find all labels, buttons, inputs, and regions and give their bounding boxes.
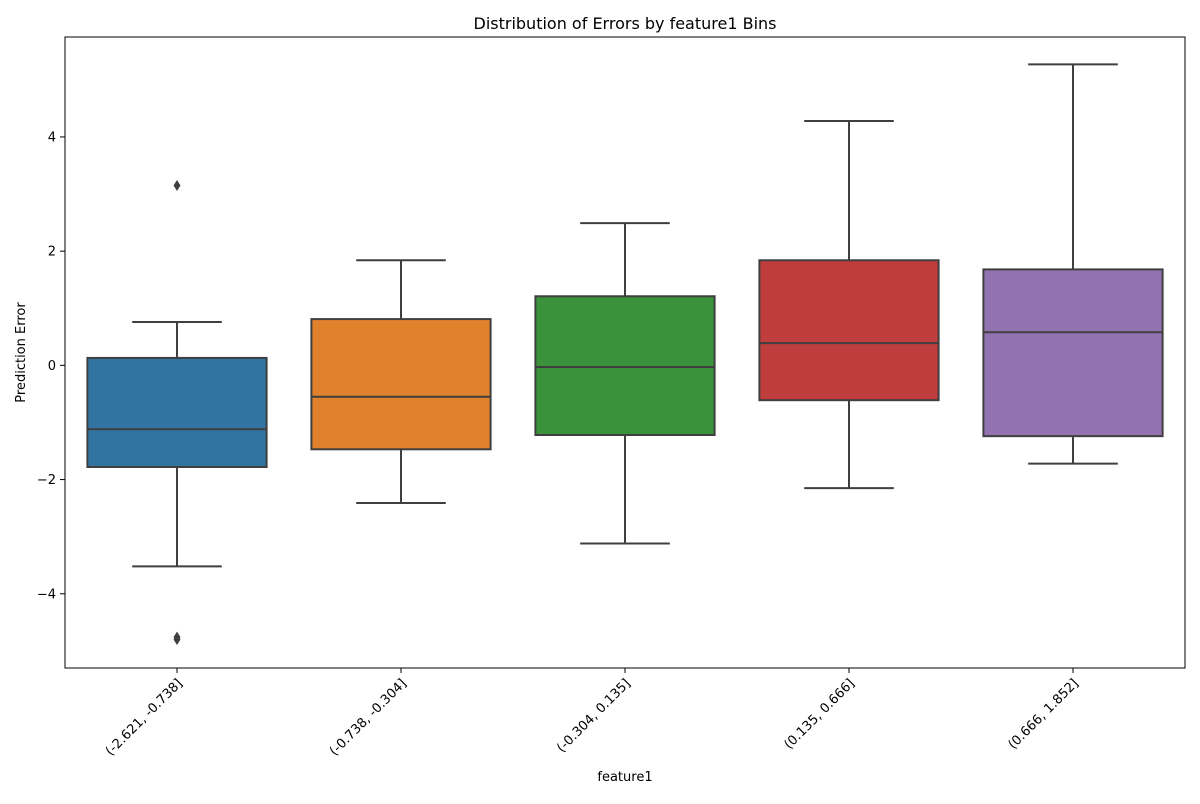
x-tick-label: (-2.621, -0.738] — [103, 676, 186, 759]
box-rect — [982, 268, 1164, 438]
x-tick-label: (-0.738, -0.304] — [327, 676, 410, 759]
plot-area — [86, 63, 1164, 645]
box-rect — [534, 295, 716, 437]
y-tick-label: −4 — [37, 587, 56, 602]
chart-title: Distribution of Errors by feature1 Bins — [474, 14, 777, 33]
outlier-point — [173, 179, 181, 191]
box-rect — [758, 259, 940, 402]
box-group — [310, 259, 492, 504]
x-axis: (-2.621, -0.738] (-0.738, -0.304] (-0.304,… — [103, 668, 1082, 759]
y-axis-label: Prediction Error — [14, 302, 29, 403]
box-rect — [310, 318, 492, 451]
x-tick-label: (0.666, 1.852] — [1006, 676, 1082, 752]
y-axis: −4 −2 0 2 4 — [37, 130, 65, 602]
x-axis-label: feature1 — [597, 770, 652, 785]
box-group — [982, 63, 1164, 465]
x-tick-label: (0.135, 0.666] — [782, 676, 858, 752]
box-rect — [86, 356, 268, 468]
y-tick-label: 4 — [48, 130, 56, 145]
y-tick-label: −2 — [37, 473, 56, 488]
box-group — [86, 179, 268, 645]
y-tick-label: 0 — [48, 359, 56, 374]
box-group — [758, 119, 940, 490]
y-tick-label: 2 — [48, 245, 56, 260]
outlier-point — [173, 633, 181, 645]
box-group — [534, 222, 716, 545]
x-tick-label: (-0.304, 0.135] — [554, 676, 634, 756]
